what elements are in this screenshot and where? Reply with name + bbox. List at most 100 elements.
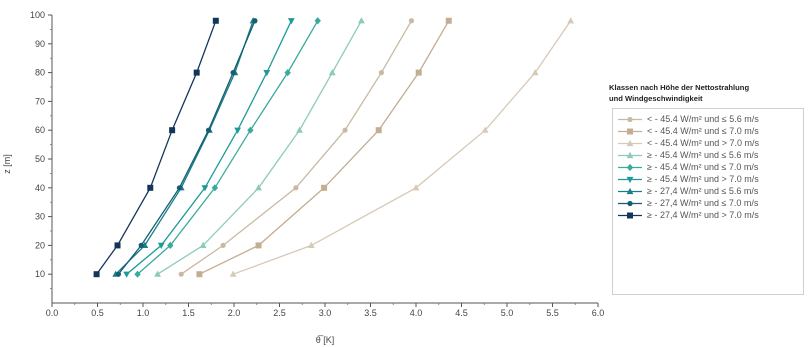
legend-item: ≥ - 27,4 W/m² und ≤ 7.0 m/s	[613, 198, 803, 209]
legend-item: ≥ - 45.4 W/m² und > 7.0 m/s	[613, 174, 803, 185]
legend-item: ≥ - 27,4 W/m² und ≤ 5.6 m/s	[613, 186, 803, 197]
x-tick-label: 1.0	[137, 308, 150, 318]
legend-item: ≥ - 45.4 W/m² und ≤ 7.0 m/s	[613, 162, 803, 173]
data-point	[201, 185, 209, 192]
x-tick-label: 2.0	[228, 308, 241, 318]
legend-marker	[626, 163, 634, 172]
series-4	[134, 17, 321, 278]
y-axis-title: z [m]	[2, 154, 12, 174]
legend-marker	[626, 151, 634, 159]
data-point	[481, 126, 489, 133]
data-point	[287, 18, 295, 25]
y-tick-label: 40	[35, 183, 45, 193]
series-line	[96, 20, 217, 275]
data-point	[567, 17, 575, 24]
series-7	[115, 18, 258, 277]
data-point	[415, 69, 422, 76]
x-tick-label: 1.5	[182, 308, 195, 318]
x-tick-label: 4.0	[410, 308, 423, 318]
data-point	[196, 271, 203, 278]
legend-swatch	[618, 128, 642, 135]
y-tick-label: 50	[35, 154, 45, 164]
series-line	[199, 20, 450, 275]
legend-marker	[627, 212, 633, 219]
y-tick-label: 90	[35, 39, 45, 49]
series-0	[178, 18, 415, 277]
legend-label: ≥ - 27,4 W/m² und > 7.0 m/s	[647, 210, 759, 220]
data-point	[408, 18, 415, 24]
legend-marker	[626, 187, 634, 195]
data-point	[212, 17, 219, 24]
legend-marker	[626, 176, 634, 184]
legend-label: < - 45.4 W/m² und > 7.0 m/s	[647, 138, 760, 148]
data-point	[255, 242, 262, 249]
series-line	[232, 20, 572, 275]
y-tick-label: 70	[35, 96, 45, 106]
x-tick-label: 6.0	[592, 308, 605, 318]
data-point	[234, 127, 242, 134]
x-tick-label: 5.0	[501, 308, 514, 318]
legend-item: ≥ - 27,4 W/m² und > 7.0 m/s	[613, 210, 803, 221]
legend-marker	[626, 139, 634, 147]
data-point	[375, 127, 382, 134]
data-point	[199, 241, 207, 248]
series-line	[115, 20, 254, 275]
chart-axes: 0.0 0.5 1.0 1.5 2.0 2.5 3.0 3.5 4.0 4.5 5.0 5.5 6.0 1…	[30, 10, 604, 318]
legend-title: Klassen nach Höhe der Nettostrahlung und…	[609, 82, 812, 104]
data-point	[293, 185, 299, 191]
data-point	[205, 127, 212, 133]
data-point	[284, 69, 291, 77]
legend-item: < - 45.4 W/m² und > 7.0 m/s	[613, 138, 803, 149]
y-tick-label: 80	[35, 68, 45, 78]
series-line	[157, 20, 362, 275]
data-point	[178, 271, 184, 277]
data-point	[138, 242, 144, 248]
x-tick-label: 2.5	[273, 308, 286, 318]
legend-label: ≥ - 27,4 W/m² und ≤ 5.6 m/s	[647, 186, 759, 196]
legend-label: < - 45.4 W/m² und ≤ 7.0 m/s	[647, 126, 759, 136]
series-3	[154, 17, 365, 277]
x-tick-label: 4.5	[455, 308, 468, 318]
x-tick-label: 5.5	[546, 308, 559, 318]
data-point	[157, 242, 165, 249]
legend-swatch	[618, 163, 642, 172]
series-5	[123, 18, 295, 278]
y-tick-label: 20	[35, 240, 45, 250]
series-8	[93, 17, 219, 278]
series-line	[117, 20, 256, 275]
legend-title-line: Klassen nach Höhe der Nettostrahlung	[609, 83, 750, 92]
data-point	[147, 184, 154, 191]
legend-swatch	[618, 151, 642, 159]
y-tick-label: 30	[35, 212, 45, 222]
legend-swatch	[618, 139, 642, 147]
legend-label: ≥ - 27,4 W/m² und ≤ 7.0 m/s	[647, 198, 759, 208]
legend-swatch	[618, 212, 642, 219]
data-point	[154, 270, 161, 277]
data-point	[176, 185, 182, 191]
legend-item: ≥ - 45.4 W/m² und ≤ 5.6 m/s	[613, 150, 803, 161]
legend-label: ≥ - 45.4 W/m² und > 7.0 m/s	[647, 174, 759, 184]
data-point	[114, 242, 121, 249]
data-point	[321, 184, 328, 191]
data-point	[193, 69, 200, 76]
data-point	[531, 69, 539, 76]
data-point	[167, 241, 174, 249]
data-point	[134, 270, 141, 278]
legend-label: ≥ - 45.4 W/m² und ≤ 5.6 m/s	[647, 150, 759, 160]
data-point	[412, 184, 420, 191]
x-tick-label: 0.5	[91, 308, 104, 318]
data-point	[342, 127, 348, 133]
data-point	[378, 70, 385, 76]
data-point	[263, 70, 271, 77]
y-tick-label: 60	[35, 125, 45, 135]
y-tick-label: 10	[35, 269, 45, 279]
legend-marker	[627, 200, 633, 207]
series-2	[229, 17, 575, 277]
legend-label: ≥ - 45.4 W/m² und ≤ 7.0 m/s	[647, 162, 759, 172]
data-point	[115, 271, 122, 277]
data-point	[307, 241, 315, 248]
legend-swatch	[618, 187, 642, 195]
legend: < - 45.4 W/m² und ≤ 5.6 m/s < - 45.4 W/m…	[612, 108, 804, 295]
legend-item: < - 45.4 W/m² und ≤ 7.0 m/s	[613, 126, 803, 137]
legend-title-line: und Windgeschwindigkeit	[609, 94, 703, 103]
